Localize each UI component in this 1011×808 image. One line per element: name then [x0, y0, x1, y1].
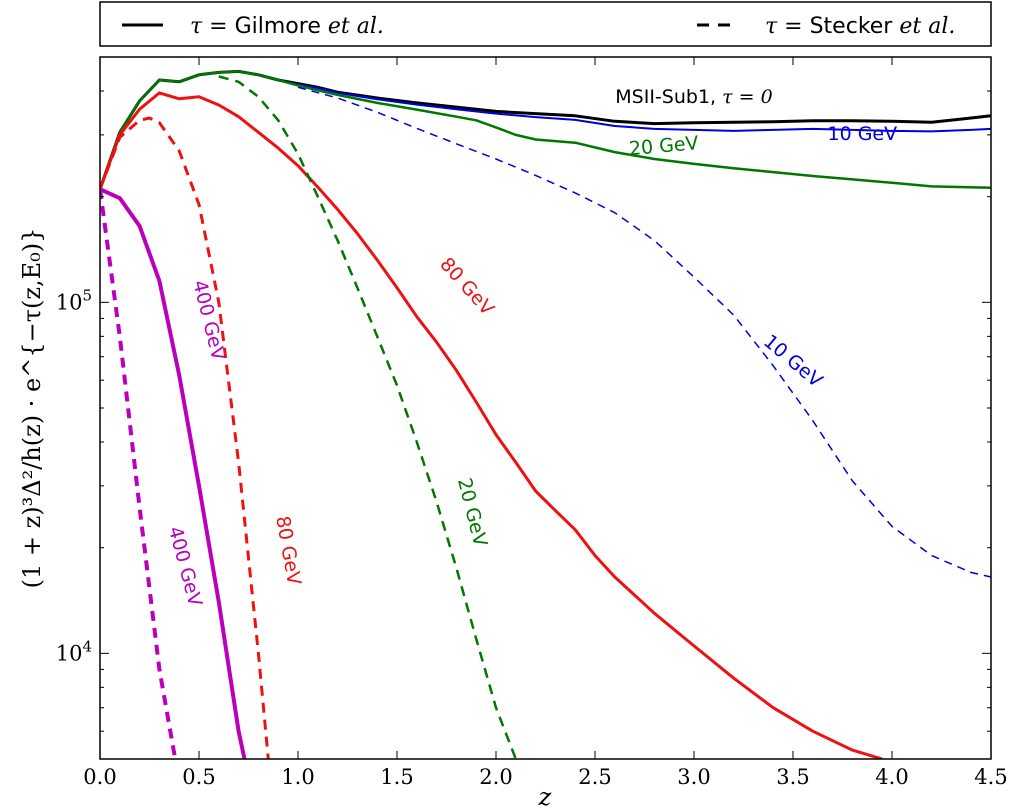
curve-label: 80 GeV [271, 514, 305, 586]
curve-label: MSII-Sub1, τ = 0 [615, 86, 772, 108]
plot-frame [99, 56, 992, 760]
curve-label: 20 GeV [628, 132, 699, 160]
legend-gilmore-name: Gilmore [235, 14, 321, 39]
legend-gilmore-suffix: et al. [321, 14, 384, 39]
series-gilmore-e20-line [100, 70, 991, 190]
y-tick-label: 104 [56, 637, 92, 665]
curve-label: 80 GeV [435, 253, 498, 319]
y-tick-label: 105 [56, 286, 92, 314]
legend-stecker-prefix: τ = [765, 14, 810, 39]
x-tick-label: 0.0 [83, 765, 116, 789]
x-tick-label: 0.5 [182, 765, 215, 789]
series-gilmore-e400-line [100, 187, 247, 759]
series-stecker-e400-line [100, 188, 178, 759]
legend-stecker-name: Stecker [810, 14, 894, 39]
annotation-layer: MSII-Sub1, τ = 0 10 GeV 20 GeV 80 GeV 10 GeV… [164, 86, 897, 609]
x-tick-label: 2.5 [578, 765, 611, 789]
curve-label: 10 GeV [827, 123, 897, 145]
series-stecker-e10-line [297, 86, 991, 578]
axes: 0.0 0.5 1.0 1.5 2.0 2.5 3.0 3.5 4.0 4.5 104 105 [56, 56, 1008, 789]
curve-label: 400 GeV [188, 278, 229, 363]
x-tick-label: 2.0 [479, 765, 512, 789]
x-axis-label: z [538, 783, 552, 808]
series-layer [100, 69, 991, 759]
x-tick-label: 1.5 [380, 765, 413, 789]
legend-entry-gilmore: τ = Gilmore et al. [190, 14, 384, 39]
curve-label: 400 GeV [164, 524, 206, 609]
curve-label: 10 GeV [759, 330, 826, 392]
legend-stecker-suffix: et al. [892, 14, 955, 39]
series-stecker-e20-line [218, 75, 517, 759]
legend-entry-stecker: τ = Stecker et al. [765, 14, 955, 39]
series-gilmore-e80-line [100, 91, 883, 759]
legend: τ = Gilmore et al. τ = Stecker et al. [99, 1, 992, 47]
x-tick-label: 4.5 [974, 765, 1007, 789]
x-tick-label: 3.5 [776, 765, 809, 789]
x-tick-label: 3.0 [677, 765, 710, 789]
legend-gilmore-prefix: τ = [190, 14, 235, 39]
curve-label: 20 GeV [453, 476, 491, 549]
x-tick-label: 1.0 [281, 765, 314, 789]
series-stecker-e80-line [100, 116, 270, 759]
x-tick-label: 4.0 [875, 765, 908, 789]
legend-frame [99, 1, 992, 47]
y-axis-label: (1 + z)³Δ²/h(z) · e^{−τ(z,E₀)} [18, 228, 46, 589]
